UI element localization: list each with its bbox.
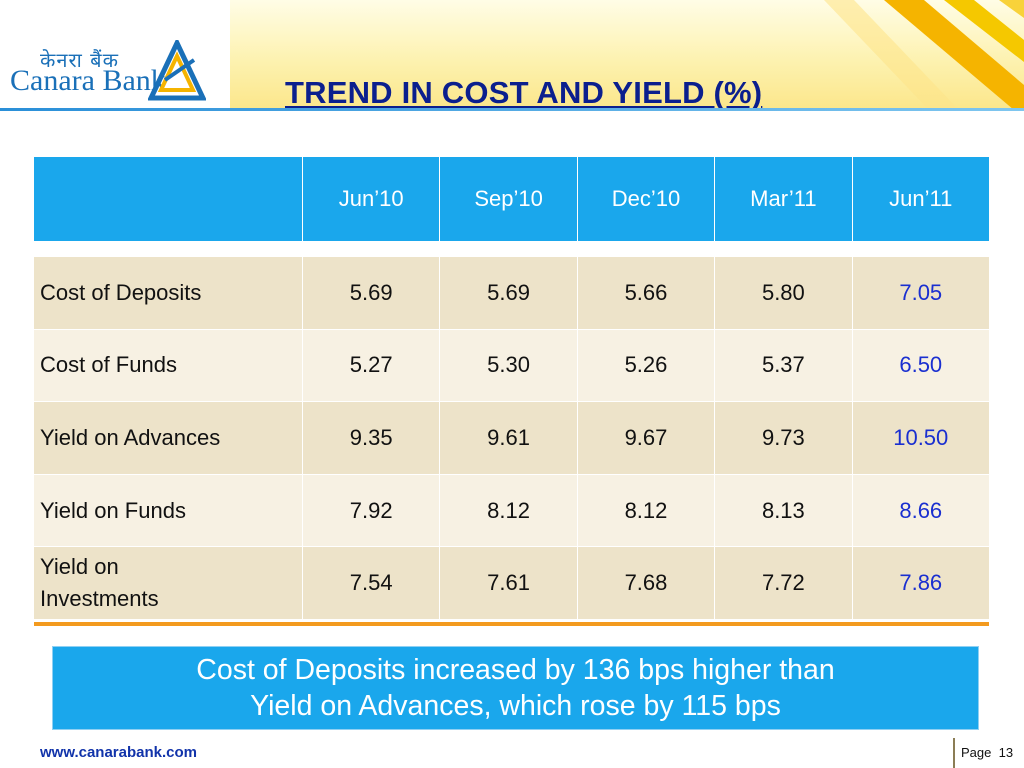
table-header-cell: Sep’10	[439, 157, 576, 241]
callout-line: Yield on Advances, which rose by 115 bps	[250, 690, 781, 722]
table-row: Cost of Funds 5.27 5.30 5.26 5.37 6.50	[34, 329, 989, 403]
table-cell: 7.92	[302, 474, 439, 547]
row-label: Cost of Funds	[40, 352, 177, 378]
table-cell: 9.61	[439, 402, 576, 474]
table-cell: 9.73	[714, 402, 851, 474]
table-cell: 7.72	[714, 547, 851, 619]
table-cell: 7.54	[302, 547, 439, 619]
canara-triangle-logo-icon	[147, 37, 207, 107]
table-row: Yield on Advances 9.35 9.61 9.67 9.73 10…	[34, 402, 989, 475]
table-cell: 8.12	[576, 474, 714, 547]
table-cell: 9.67	[576, 402, 714, 474]
bank-logo: केनरा बैंक Canara Bank	[0, 26, 230, 108]
table-row: Yield on Funds 7.92 8.12 8.12 8.13 8.66	[34, 474, 989, 548]
summary-callout: Cost of Deposits increased by 136 bps hi…	[52, 646, 979, 730]
table-header-cell: Jun’10	[302, 157, 439, 241]
table-row: Yield on Investments 7.54 7.61 7.68 7.72…	[34, 547, 989, 620]
table-cell: 5.66	[576, 257, 714, 329]
page-number: 13	[998, 745, 1014, 760]
table-header-cell: Mar’11	[714, 157, 851, 241]
row-label: Yield on Advances	[40, 424, 221, 450]
row-label: Yield on Funds	[40, 497, 186, 523]
table-cell: 5.80	[714, 257, 851, 329]
table-cell: 8.12	[439, 474, 576, 547]
table-cell: 8.13	[714, 474, 851, 547]
table-cell: 5.30	[439, 329, 576, 402]
page-indicator: Page 13	[961, 745, 1013, 760]
website-link[interactable]: www.canarabank.com	[40, 744, 198, 761]
row-label: Yield on Investments	[40, 554, 159, 612]
row-label: Cost of Deposits	[40, 279, 202, 305]
table-cell-highlight: 7.86	[851, 547, 989, 619]
table-cell: 5.37	[714, 329, 851, 402]
table-cell: 5.69	[439, 257, 576, 329]
table-header-cell: Dec’10	[576, 157, 714, 241]
table-cell: 7.61	[439, 547, 576, 619]
table-header-row: Jun’10 Sep’10 Dec’10 Mar’11 Jun’11	[34, 157, 989, 241]
table-header-cell	[34, 157, 302, 241]
table-cell-highlight: 10.50	[851, 402, 989, 474]
table-cell: 5.69	[302, 257, 439, 329]
footer-divider	[953, 738, 955, 768]
page-title: TREND IN COST AND YIELD (%)	[285, 75, 763, 110]
slide-header: केनरा बैंक Canara Bank TREND IN COST AND…	[0, 0, 1024, 111]
table-row: Cost of Deposits 5.69 5.69 5.66 5.80 7.0…	[34, 257, 989, 330]
table-cell: 5.26	[576, 329, 714, 402]
logo-hindi-name: केनरा बैंक	[40, 48, 119, 72]
header-decoration	[824, 0, 1024, 110]
table-cell-highlight: 8.66	[851, 474, 989, 547]
table-body: Cost of Deposits 5.69 5.69 5.66 5.80 7.0…	[34, 257, 989, 620]
page-label: Page	[961, 745, 992, 760]
table-cell-highlight: 7.05	[851, 257, 989, 329]
table-cell: 9.35	[302, 402, 439, 474]
callout-line: Cost of Deposits increased by 136 bps hi…	[196, 654, 835, 686]
table-bottom-rule	[34, 622, 989, 626]
table-cell: 7.68	[576, 547, 714, 619]
table-cell-highlight: 6.50	[851, 329, 989, 402]
header-divider	[0, 108, 1024, 111]
table-cell: 5.27	[302, 329, 439, 402]
table-header-cell: Jun’11	[851, 157, 989, 241]
logo-english-name: Canara Bank	[10, 64, 166, 97]
